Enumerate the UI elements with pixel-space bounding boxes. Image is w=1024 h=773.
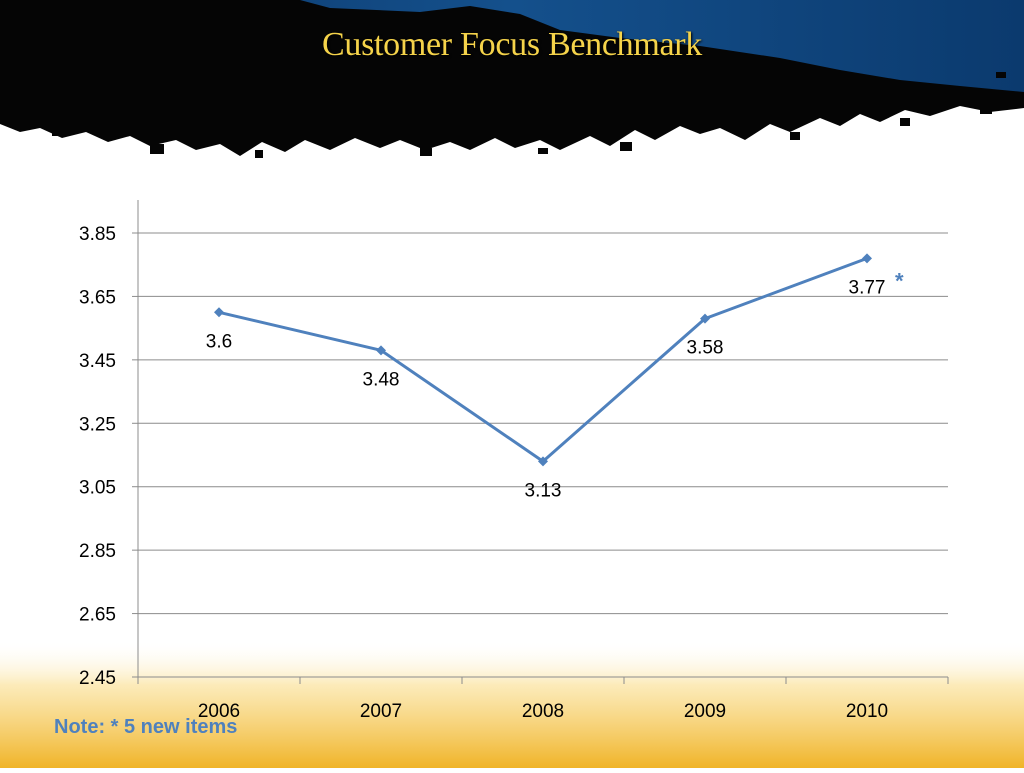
x-tick-label: 2009 [684, 701, 726, 722]
x-tick-label: 2006 [198, 701, 240, 722]
footnote: Note: * 5 new items [54, 716, 238, 738]
data-label: 3.13 [525, 480, 562, 501]
y-tick-label: 2.45 [79, 668, 116, 689]
bottom-gold-band [0, 640, 1024, 768]
y-tick-label: 3.05 [79, 478, 116, 499]
x-axis-ticks: 2006 2007 2008 2009 2010 [137, 677, 949, 722]
y-tick-label: 3.45 [79, 351, 116, 372]
data-label: 3.58 [687, 338, 724, 359]
y-tick-label: 2.85 [79, 541, 116, 562]
y-axis-ticks: 2.45 2.65 2.85 3.05 3.25 3.45 3.65 3.85 [79, 224, 138, 689]
data-label: 3.48 [363, 369, 400, 390]
x-tick-label: 2008 [522, 701, 564, 722]
series-line-group [214, 253, 872, 467]
data-label: 3.77 [849, 277, 886, 298]
chart-axes [137, 200, 948, 678]
y-tick-label: 3.25 [79, 414, 116, 435]
data-label: 3.6 [206, 331, 232, 352]
y-tick-label: 3.65 [79, 287, 116, 308]
data-point-marker [700, 313, 710, 324]
gridlines [138, 232, 948, 615]
data-point-marker [538, 456, 548, 467]
x-tick-label: 2007 [360, 701, 402, 722]
data-labels: 3.6 3.48 3.13 3.58 3.77 [206, 277, 886, 501]
new-items-asterisk: * [895, 268, 904, 293]
data-point-marker [214, 307, 224, 318]
data-point-marker [862, 253, 872, 264]
data-point-marker [376, 345, 386, 356]
y-tick-label: 2.65 [79, 605, 116, 626]
y-tick-label: 3.85 [79, 224, 116, 245]
x-tick-label: 2010 [846, 701, 888, 722]
top-black-brush [0, 0, 1024, 156]
slide-title: Customer Focus Benchmark [322, 26, 702, 63]
